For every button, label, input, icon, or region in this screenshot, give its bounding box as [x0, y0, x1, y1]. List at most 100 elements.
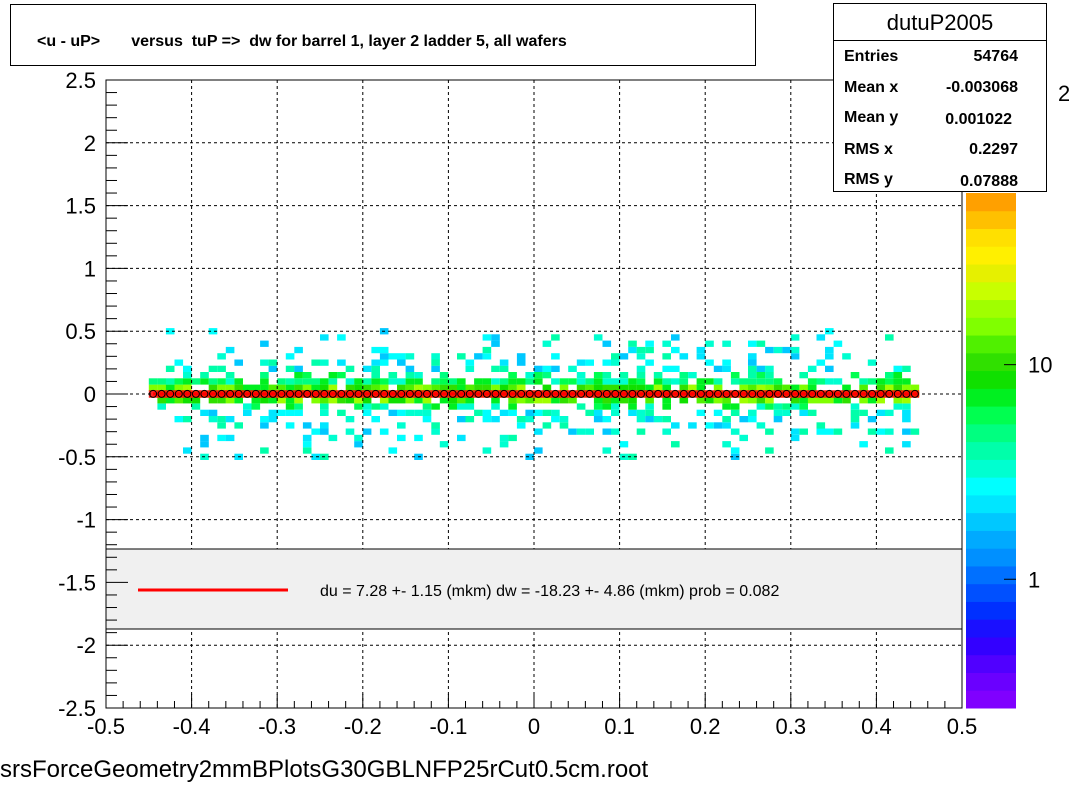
profile-point	[440, 389, 449, 398]
heatmap-cell	[807, 409, 817, 416]
heatmap-cell	[183, 447, 192, 454]
heatmap-cell	[688, 422, 697, 429]
colorbar-segment	[966, 548, 1016, 567]
heatmap-cell	[234, 397, 243, 404]
heatmap-cell	[422, 384, 432, 391]
colorbar-segment	[966, 406, 1016, 425]
heatmap-cell	[842, 397, 851, 404]
heatmap-cell	[542, 365, 552, 372]
stat-value-rms-x: 0.2297	[969, 141, 1018, 158]
heatmap-cell	[285, 378, 295, 385]
heatmap-cell	[885, 378, 894, 385]
heatmap-cell	[345, 416, 355, 423]
heatmap-cell	[431, 428, 440, 435]
profile-point	[560, 389, 568, 398]
heatmap-cell	[885, 409, 894, 416]
heatmap-cell	[611, 397, 620, 404]
heatmap-cell	[251, 384, 261, 391]
heatmap-cell	[825, 428, 834, 435]
heatmap-cell	[165, 365, 175, 372]
heatmap-cell	[320, 403, 329, 410]
heatmap-cell	[268, 409, 278, 416]
heatmap-cell	[165, 328, 175, 335]
profile-point	[174, 389, 183, 398]
heatmap-cell	[277, 397, 286, 404]
heatmap-cell	[739, 434, 748, 442]
heatmap-cell	[379, 346, 389, 354]
heatmap-cell	[713, 422, 723, 429]
heatmap-cell	[174, 416, 184, 423]
heatmap-cell	[782, 384, 791, 391]
profile-point	[277, 389, 286, 398]
heatmap-cell	[482, 447, 492, 454]
heatmap-cell	[165, 384, 175, 391]
heatmap-cell	[225, 346, 235, 354]
heatmap-cell	[636, 372, 646, 379]
footer-filename: srsForceGeometry2mmBPlotsG30GBLNFP25rCut…	[0, 756, 649, 783]
heatmap-cell	[730, 372, 740, 379]
heatmap-cell	[602, 403, 612, 410]
heatmap-cell	[662, 378, 671, 385]
heatmap-cell	[807, 397, 817, 404]
heatmap-cell	[482, 416, 492, 423]
heatmap-cell	[405, 353, 415, 360]
chart-title: <u - uP> versus tuP => dw for barrel 1, …	[37, 33, 567, 50]
heatmap-cell	[183, 416, 192, 423]
heatmap-cell	[782, 346, 791, 354]
heatmap-cell	[345, 428, 355, 435]
heatmap-cell	[636, 346, 646, 354]
profile-point	[234, 389, 243, 398]
heatmap-cell	[217, 397, 226, 404]
heatmap-cell	[859, 397, 868, 404]
profile-point	[500, 389, 508, 398]
colorbar-segment	[966, 654, 1016, 673]
heatmap-cell	[457, 416, 466, 423]
colorbar-segment	[966, 619, 1016, 638]
heatmap-cell	[516, 353, 526, 360]
profile-point	[508, 389, 517, 398]
heatmap-cell	[320, 409, 329, 416]
heatmap-cell	[397, 353, 406, 360]
colorbar-segment	[966, 601, 1016, 620]
heatmap-cell	[756, 372, 766, 379]
heatmap-cell	[362, 403, 372, 410]
heatmap-cell	[337, 409, 346, 416]
heatmap-cell	[525, 372, 534, 379]
heatmap-cell	[576, 378, 586, 385]
heatmap-cell	[713, 384, 723, 391]
heatmap-cell	[260, 422, 269, 429]
heatmap-cell	[799, 384, 808, 391]
heatmap-cell	[679, 378, 689, 385]
heatmap-cell	[508, 409, 517, 416]
stat-value-mean-x: -0.003068	[945, 79, 1018, 96]
chart-title-box: <u - uP> versus tuP => dw for barrel 1, …	[10, 4, 756, 66]
profile-point	[183, 389, 192, 398]
heatmap-cell	[748, 409, 757, 416]
heatmap-cell	[328, 434, 338, 442]
heatmap-cell	[696, 397, 706, 404]
heatmap-cell	[867, 428, 877, 435]
heatmap-cell	[499, 378, 509, 385]
heatmap-cell	[491, 384, 500, 391]
x-tick-label: -0.5	[87, 714, 125, 739]
heatmap-cell	[414, 384, 423, 391]
profile-point	[851, 389, 859, 398]
profile-point	[491, 389, 500, 398]
y-tick-label: 0	[84, 382, 96, 407]
heatmap-cell	[816, 378, 826, 385]
profile-point	[482, 389, 491, 398]
heatmap-cell	[679, 372, 689, 379]
heatmap-cell	[345, 384, 355, 391]
profile-point	[209, 389, 217, 398]
profile-point	[731, 389, 740, 398]
heatmap-cell	[782, 409, 791, 416]
heatmap-cell	[260, 416, 269, 423]
heatmap-cell	[405, 384, 415, 391]
colorbar-segment	[966, 228, 1016, 247]
heatmap-cell	[191, 378, 201, 385]
colorbar-segment	[966, 210, 1016, 230]
heatmap-cell	[568, 365, 577, 372]
heatmap-cell	[756, 397, 766, 404]
heatmap-cell	[465, 365, 475, 372]
heatmap-cell	[765, 447, 774, 454]
